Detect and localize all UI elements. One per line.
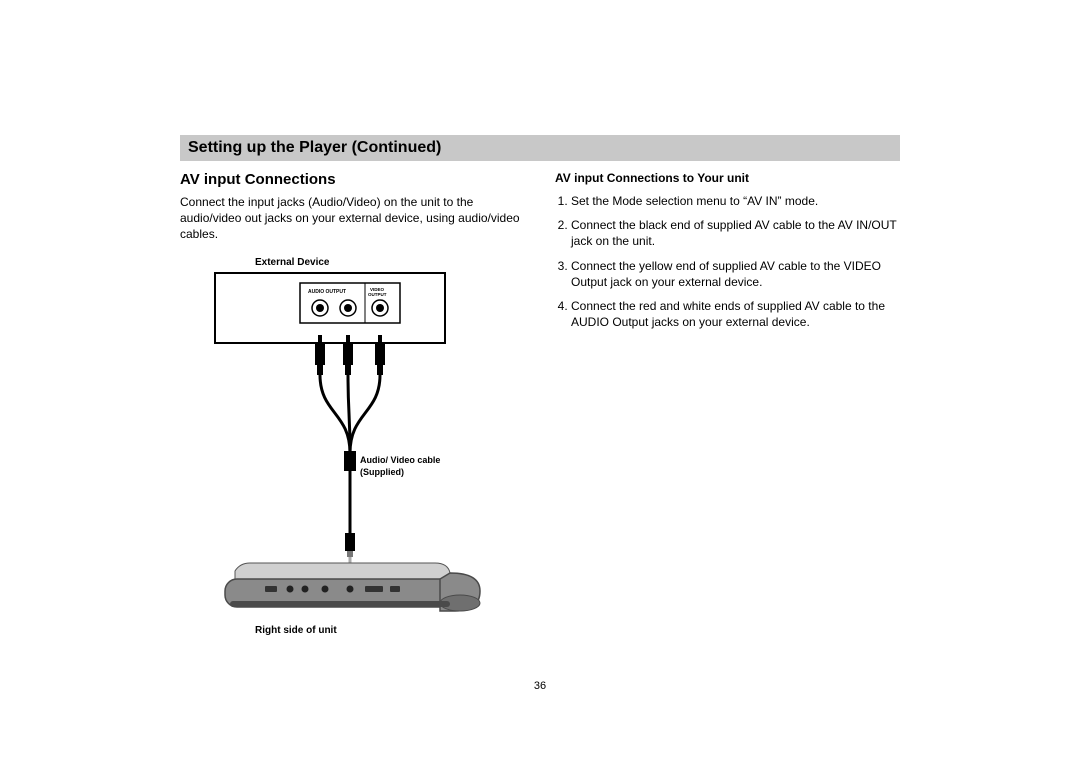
right-column: AV input Connections to Your unit Set th… (555, 171, 900, 648)
right-heading: AV input Connections to Your unit (555, 171, 900, 185)
minijack-plug-icon (345, 533, 355, 567)
svg-text:OUTPUT: OUTPUT (368, 292, 387, 297)
label-unit: Right side of unit (255, 625, 337, 636)
left-column: AV input Connections Connect the input j… (180, 171, 525, 648)
rca-jack-icon (372, 300, 388, 316)
rca-jack-icon (340, 300, 356, 316)
step-item: Connect the black end of supplied AV cab… (571, 217, 900, 249)
left-paragraph: Connect the input jacks (Audio/Video) on… (180, 194, 525, 243)
label-cable-2: (Supplied) (360, 467, 404, 477)
page-title: Setting up the Player (Continued) (188, 139, 441, 156)
player-unit-icon (225, 563, 480, 611)
step-item: Set the Mode selection menu to “AV IN” m… (571, 193, 900, 209)
label-external-device: External Device (255, 257, 330, 268)
content-columns: AV input Connections Connect the input j… (180, 171, 900, 648)
page-number: 36 (0, 680, 1080, 692)
left-heading: AV input Connections (180, 171, 525, 188)
page-title-bar: Setting up the Player (Continued) (180, 135, 900, 161)
label-cable-1: Audio/ Video cable (360, 455, 440, 465)
step-item: Connect the yellow end of supplied AV ca… (571, 258, 900, 290)
steps-list: Set the Mode selection menu to “AV IN” m… (555, 193, 900, 330)
svg-text:AUDIO OUTPUT: AUDIO OUTPUT (308, 289, 346, 295)
step-item: Connect the red and white ends of suppli… (571, 298, 900, 330)
connection-diagram: External Device AUDIO OUTPUT VIDEO OUTPU… (180, 253, 525, 648)
rca-jack-icon (312, 300, 328, 316)
